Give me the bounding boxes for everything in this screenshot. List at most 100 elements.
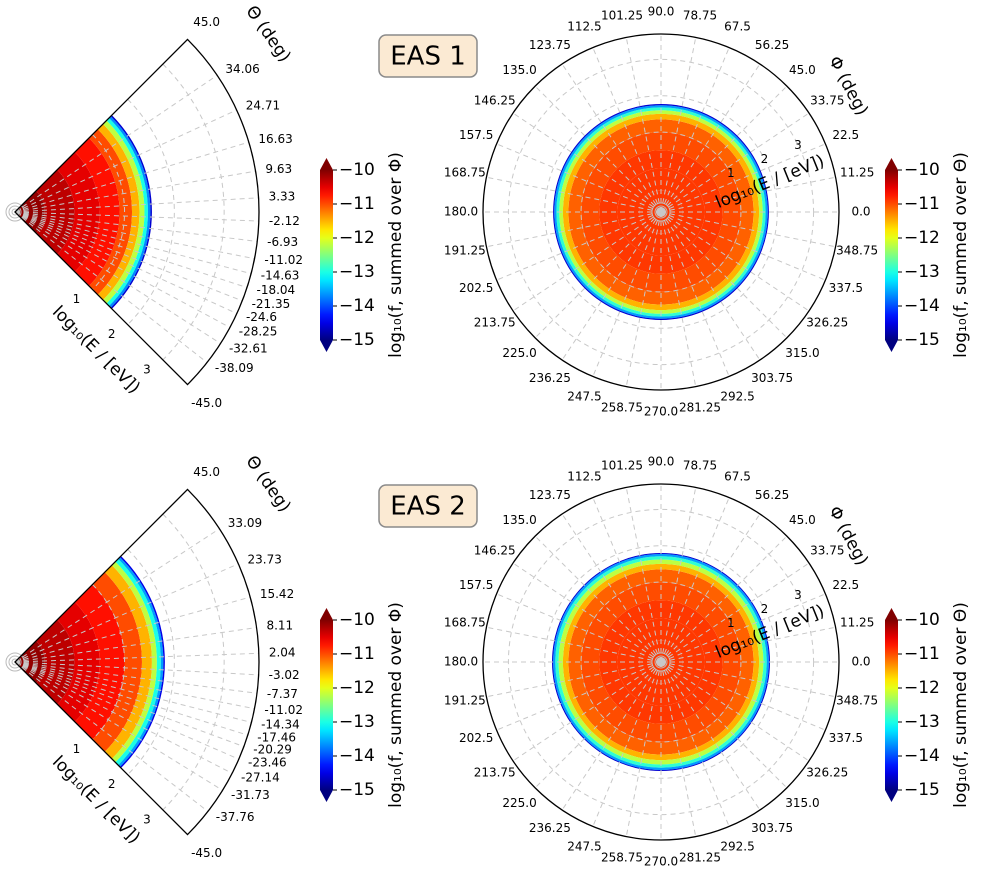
theta-tick-label: -31.73 (231, 788, 270, 802)
theta-grid-line (660, 513, 761, 663)
theta-grid-line (660, 211, 730, 377)
theta-tick-label: -20.29 (253, 743, 292, 757)
theta-grid-line (534, 661, 662, 789)
energy-ring (109, 116, 151, 308)
theta-tick-label: 90.0 (648, 455, 675, 469)
energy-ring (599, 600, 723, 724)
r-axis-label: log₁₀(E / [eV]) (48, 752, 144, 848)
r-tick-label: 1 (727, 616, 735, 630)
theta-tick-label: 247.5 (567, 389, 601, 403)
colorbar-label: log₁₀(f, summed over Θ) (951, 602, 971, 808)
theta-tick-label: 0.0 (851, 655, 870, 669)
theta-tick-label: 56.25 (755, 488, 789, 502)
theta-tick-label: 78.75 (683, 8, 717, 22)
theta-tick-label: 247.5 (567, 839, 601, 853)
theta-tick-label: 180.0 (444, 655, 478, 669)
theta-grid-line (660, 661, 730, 827)
theta-grid-line (625, 487, 662, 663)
colorbar-tick-label: −11 (339, 644, 375, 664)
theta-tick-label: 135.0 (502, 63, 536, 77)
theta-grid-line (660, 562, 810, 663)
energy-ring (119, 556, 165, 768)
theta-grid-line (660, 112, 810, 213)
theta-grid-line (496, 143, 662, 213)
theta-axis-label: Φ (deg) (824, 53, 872, 119)
energy-ring (111, 561, 157, 763)
theta-tick-label: 348.75 (836, 694, 878, 708)
theta-tick-label: 67.5 (724, 20, 751, 34)
theta-tick-label: 270.0 (644, 405, 678, 419)
r-tick-label: 2 (761, 152, 769, 166)
colorbar-label: log₁₀(f, summed over Φ) (386, 602, 406, 808)
theta-tick-label: 67.5 (724, 470, 751, 484)
colorbar-tick-label: −13 (339, 262, 375, 282)
colorbar-tick-label: −13 (904, 712, 940, 732)
r-tick-label: 3 (143, 362, 151, 376)
theta-tick-label: 56.25 (755, 38, 789, 52)
r-grid-line (507, 508, 815, 816)
theta-tick-label: 0.0 (851, 205, 870, 219)
r-tick-label: 2 (108, 777, 116, 791)
theta-tick-label: 337.5 (829, 731, 863, 745)
theta-grid-line (14, 661, 233, 774)
theta-tick-label: 23.73 (248, 552, 282, 566)
theta-tick-label: -23.46 (248, 756, 287, 770)
colorbar-label: log₁₀(f, summed over Θ) (951, 152, 971, 358)
r-grid-line (580, 581, 742, 743)
theta-tick-label: 123.75 (529, 38, 571, 52)
colorbar-tick-label: −12 (904, 678, 940, 698)
theta-tick-label: -14.63 (261, 269, 300, 283)
theta-tick-label: 236.25 (529, 821, 571, 835)
colorbar-tick-label: −11 (904, 194, 940, 214)
colorbar-tick-label: −12 (339, 678, 375, 698)
theta-grid-line (660, 176, 836, 213)
theta-grid-line (660, 535, 788, 663)
energy-ring (104, 565, 152, 759)
energy-ring (118, 557, 164, 767)
theta-tick-label: 191.25 (444, 694, 486, 708)
theta-grid-line (660, 626, 836, 663)
theta-grid-line (14, 661, 245, 748)
theta-grid-line (14, 211, 258, 242)
center-ring (654, 655, 668, 669)
energy-ring (15, 640, 45, 684)
theta-grid-line (534, 211, 662, 339)
theta-tick-label: 191.25 (444, 244, 486, 258)
r-tick-label: 1 (73, 292, 81, 306)
energy-ring (88, 129, 133, 295)
theta-tick-label: 157.5 (459, 578, 493, 592)
theta-grid-line (660, 211, 810, 312)
theta-grid-line (486, 211, 662, 248)
theta-tick-label: -3.02 (269, 668, 300, 682)
theta-tick-label: 337.5 (829, 281, 863, 295)
theta-tick-label: 15.42 (260, 587, 294, 601)
theta-tick-label: -21.35 (252, 297, 291, 311)
r-tick-label: 3 (143, 812, 151, 826)
theta-tick-label: -7.37 (267, 687, 298, 701)
theta-grid-line (14, 170, 256, 213)
colorbar-tick-label: −14 (904, 296, 940, 316)
colorbar-tick-label: −12 (904, 228, 940, 248)
theta-grid-line (660, 211, 826, 281)
theta-tick-label: 213.75 (474, 766, 516, 780)
theta-tick-label: 112.5 (567, 20, 601, 34)
theta-tick-label: 213.75 (474, 316, 516, 330)
theta-grid-line (14, 211, 252, 275)
theta-grid-line (14, 211, 231, 328)
theta-grid-line (14, 211, 208, 363)
theta-tick-label: 270.0 (644, 855, 678, 869)
theta-grid-line (14, 563, 239, 663)
theta-grid-line (561, 513, 662, 663)
theta-tick-label: 22.5 (832, 128, 859, 142)
colorbar-extend-max (885, 608, 898, 620)
theta-grid-line (14, 211, 259, 222)
theta-grid-line (14, 652, 259, 663)
colorbar-tick-label: −12 (339, 228, 375, 248)
theta-tick-label: 24.71 (246, 98, 280, 112)
theta-tick-label: 225.0 (502, 346, 536, 360)
colorbar-tick-label: −10 (904, 160, 940, 180)
theta-tick-label: 202.5 (459, 731, 493, 745)
theta-tick-label: -38.09 (215, 361, 254, 375)
theta-grid-line (660, 661, 697, 837)
theta-tick-label: -24.6 (246, 310, 277, 324)
